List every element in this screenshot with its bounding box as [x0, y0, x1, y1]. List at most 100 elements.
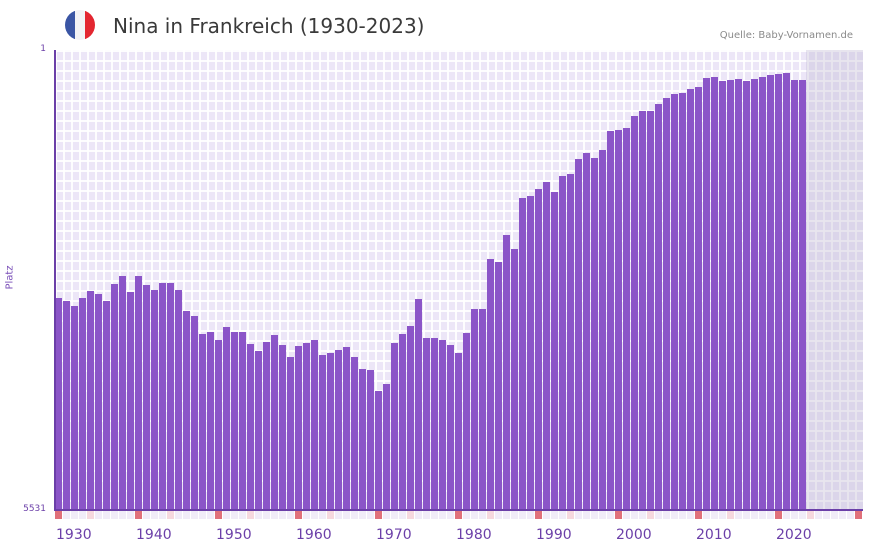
year-marker [87, 511, 94, 519]
bar-1957[interactable] [271, 335, 278, 510]
bar-1946[interactable] [183, 311, 190, 510]
bar-2009[interactable] [687, 89, 694, 510]
bar-2020[interactable] [775, 74, 782, 510]
bar-1967[interactable] [351, 357, 358, 510]
bar-1984[interactable] [487, 259, 494, 510]
bar-1942[interactable] [151, 290, 158, 510]
bar-1994[interactable] [567, 174, 574, 510]
bar-1954[interactable] [247, 344, 254, 510]
bar-1951[interactable] [223, 327, 230, 510]
year-marker [847, 511, 854, 519]
bar-1986[interactable] [503, 235, 510, 510]
bar-1993[interactable] [559, 176, 566, 510]
bar-1948[interactable] [199, 334, 206, 510]
bar-1999[interactable] [607, 131, 614, 510]
bar-1972[interactable] [391, 343, 398, 510]
bar-2014[interactable] [727, 80, 734, 510]
bar-1979[interactable] [447, 345, 454, 510]
bar-1953[interactable] [239, 332, 246, 510]
bar-1960[interactable] [295, 346, 302, 510]
year-marker [575, 511, 582, 519]
bar-1965[interactable] [335, 350, 342, 510]
bar-1973[interactable] [399, 334, 406, 510]
bar-1991[interactable] [543, 182, 550, 510]
bar-2001[interactable] [623, 128, 630, 510]
bar-2016[interactable] [743, 81, 750, 510]
bar-1934[interactable] [87, 291, 94, 510]
bar-1968[interactable] [359, 369, 366, 510]
bar-1939[interactable] [127, 292, 134, 510]
bar-2002[interactable] [631, 116, 638, 510]
bar-1977[interactable] [431, 338, 438, 510]
bar-1970[interactable] [375, 391, 382, 510]
bar-1971[interactable] [383, 384, 390, 510]
bar-1983[interactable] [479, 309, 486, 510]
bar-1982[interactable] [471, 309, 478, 510]
bar-2023[interactable] [799, 80, 806, 510]
bar-1964[interactable] [327, 353, 334, 510]
bar-2000[interactable] [615, 130, 622, 510]
bar-2018[interactable] [759, 77, 766, 510]
bar-1941[interactable] [143, 285, 150, 510]
bar-1947[interactable] [191, 316, 198, 510]
bar-1996[interactable] [583, 153, 590, 510]
bar-1950[interactable] [215, 340, 222, 510]
bar-1955[interactable] [255, 351, 262, 510]
bar-1998[interactable] [599, 150, 606, 510]
bar-1981[interactable] [463, 333, 470, 510]
bar-1937[interactable] [111, 284, 118, 510]
bar-2022[interactable] [791, 80, 798, 510]
bar-1949[interactable] [207, 332, 214, 510]
bar-1931[interactable] [63, 301, 70, 510]
bar-2017[interactable] [751, 79, 758, 510]
bar-1976[interactable] [423, 338, 430, 510]
bar-2007[interactable] [671, 94, 678, 510]
bar-2004[interactable] [647, 111, 654, 510]
bar-1974[interactable] [407, 326, 414, 510]
bar-2005[interactable] [655, 104, 662, 510]
bar-2021[interactable] [783, 73, 790, 510]
bar-1952[interactable] [231, 332, 238, 510]
bar-1988[interactable] [519, 198, 526, 510]
bar-1969[interactable] [367, 370, 374, 510]
bar-1961[interactable] [303, 343, 310, 510]
year-marker [623, 511, 630, 519]
bar-1930[interactable] [55, 298, 62, 510]
bar-2003[interactable] [639, 111, 646, 510]
bar-1936[interactable] [103, 301, 110, 510]
bar-1933[interactable] [79, 298, 86, 510]
bar-1962[interactable] [311, 340, 318, 510]
bar-2015[interactable] [735, 79, 742, 510]
bar-2012[interactable] [711, 77, 718, 510]
bar-1935[interactable] [95, 294, 102, 510]
bar-2011[interactable] [703, 78, 710, 510]
bar-1975[interactable] [415, 299, 422, 510]
bar-1966[interactable] [343, 347, 350, 510]
year-marker [487, 511, 494, 519]
bar-1980[interactable] [455, 353, 462, 510]
bar-1938[interactable] [119, 276, 126, 510]
bar-2010[interactable] [695, 87, 702, 510]
bar-2008[interactable] [679, 93, 686, 510]
bar-1932[interactable] [71, 306, 78, 510]
bar-1985[interactable] [495, 262, 502, 510]
year-marker [343, 511, 350, 519]
bar-1943[interactable] [159, 283, 166, 510]
bar-2019[interactable] [767, 75, 774, 510]
bar-1997[interactable] [591, 158, 598, 510]
bar-1963[interactable] [319, 355, 326, 510]
bar-1990[interactable] [535, 189, 542, 510]
bar-1995[interactable] [575, 159, 582, 510]
bar-1956[interactable] [263, 342, 270, 510]
bar-2013[interactable] [719, 81, 726, 510]
bar-1959[interactable] [287, 357, 294, 510]
bar-2006[interactable] [663, 98, 670, 510]
bar-1978[interactable] [439, 340, 446, 510]
bar-1958[interactable] [279, 345, 286, 510]
bar-1989[interactable] [527, 196, 534, 510]
bar-1945[interactable] [175, 290, 182, 510]
bar-1944[interactable] [167, 283, 174, 510]
bar-1992[interactable] [551, 192, 558, 510]
bar-1987[interactable] [511, 249, 518, 510]
bar-1940[interactable] [135, 276, 142, 510]
